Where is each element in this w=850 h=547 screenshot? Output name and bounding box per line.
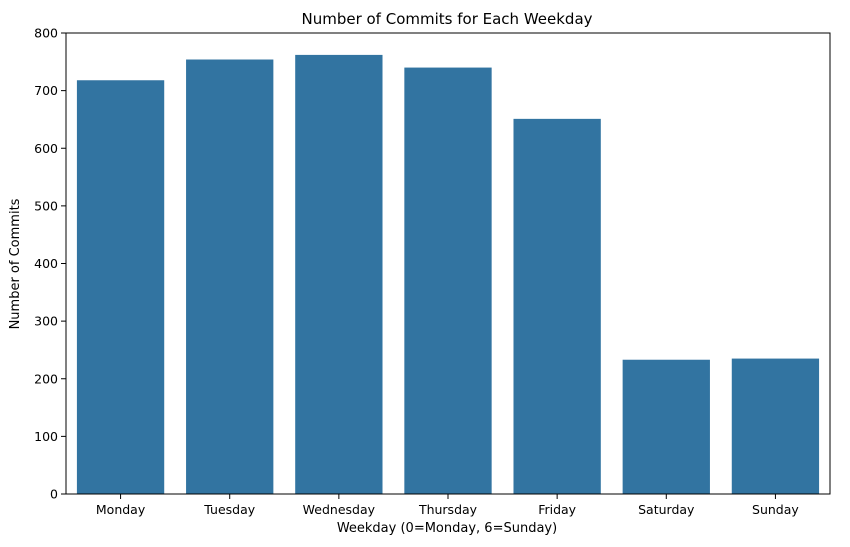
bar-wednesday: [295, 54, 383, 495]
bar-saturday: [622, 359, 710, 494]
x-tick-label-saturday: Saturday: [638, 502, 695, 517]
bar-thursday: [404, 67, 492, 494]
bar-friday: [513, 118, 601, 495]
bars-group: [76, 54, 820, 495]
x-tick-label-wednesday: Wednesday: [303, 502, 376, 517]
y-axis-label: Number of Commits: [8, 198, 23, 329]
x-tick-label-tuesday: Tuesday: [203, 502, 255, 517]
y-tick-label: 0: [50, 487, 58, 502]
y-tick-label: 200: [34, 371, 58, 386]
y-tick-label: 600: [34, 141, 58, 156]
x-tick-label-monday: Monday: [96, 502, 146, 517]
y-ticks-group: 0 100 200 300 400 500 600 700 800: [34, 26, 58, 502]
y-tick-label: 800: [34, 26, 58, 41]
chart-title: Number of Commits for Each Weekday: [301, 10, 592, 28]
y-tick-label: 500: [34, 198, 58, 213]
y-tick-label: 100: [34, 429, 58, 444]
y-tick-label: 300: [34, 314, 58, 329]
y-tick-label: 400: [34, 256, 58, 271]
x-tick-label-friday: Friday: [538, 502, 576, 517]
axes-group: [61, 32, 831, 499]
x-tick-label-sunday: Sunday: [752, 502, 799, 517]
bar-sunday: [731, 358, 820, 494]
y-tick-label: 700: [34, 83, 58, 98]
x-axis-label: Weekday (0=Monday, 6=Sunday): [337, 521, 557, 536]
x-ticks-group: Monday Tuesday Wednesday Thursday Friday Satu…: [96, 502, 800, 517]
x-tick-label-thursday: Thursday: [418, 502, 478, 517]
bar-tuesday: [186, 59, 274, 494]
bar-monday: [76, 80, 165, 494]
